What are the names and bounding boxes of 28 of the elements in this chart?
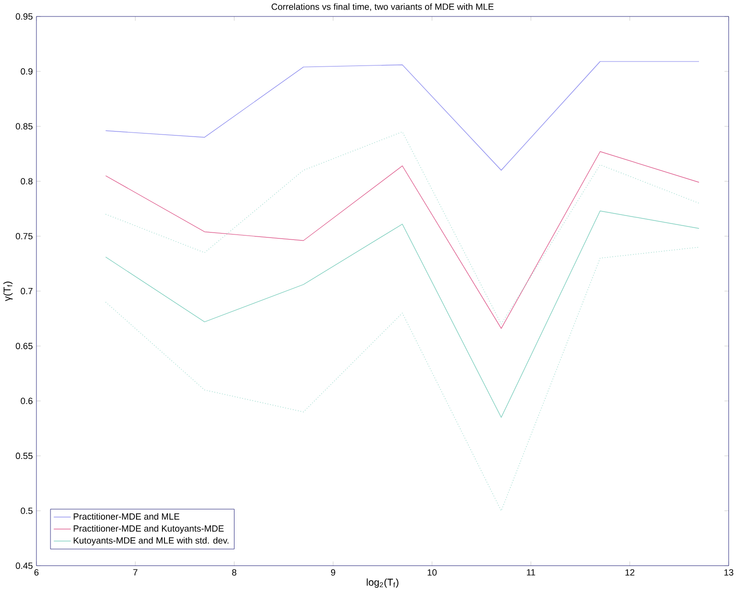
x-tick-label: 9 <box>331 569 336 576</box>
y-tick-label: 0.75 <box>16 232 33 240</box>
x-tick-label: 10 <box>428 569 437 576</box>
chart-title: Correlations vs final time, two variants of MDE with MLE <box>272 3 494 11</box>
y-tick-label: 0.8 <box>20 178 33 184</box>
x-tick-label: 13 <box>724 569 734 576</box>
y-tick-label: 0.5 <box>20 508 33 514</box>
legend-label: Practitioner-MDE and MLE <box>74 513 180 520</box>
legend-label: Practitioner-MDE and Kutoyants-MDE <box>74 525 224 534</box>
line-series <box>105 61 700 171</box>
line-series <box>105 210 700 418</box>
line-series <box>105 246 700 512</box>
y-tick-label: 0.45 <box>16 562 33 569</box>
x-tick-label: 11 <box>526 569 536 576</box>
y-axis-title: γ(T$_{f}$) <box>3 282 13 302</box>
x-tick-label: 12 <box>626 569 634 576</box>
y-tick-label: 0.65 <box>16 342 33 350</box>
y-tick-label: 0.9 <box>20 68 32 75</box>
x-axis-title: log$_{2}$(T$_{f}$) <box>366 578 398 588</box>
x-tick-label: 8 <box>232 569 236 576</box>
x-tick-label: 6 <box>34 569 39 576</box>
y-tick-label: 0.7 <box>20 288 32 294</box>
legend-label: Kutoyants-MDE and MLE with std. dev. <box>74 537 228 546</box>
y-tick-label: 0.85 <box>16 123 33 130</box>
y-tick-label: 0.55 <box>16 452 33 460</box>
x-tick-label: 7 <box>133 569 138 576</box>
y-tick-label: 0.6 <box>20 398 33 404</box>
y-tick-label: 0.95 <box>16 13 33 20</box>
